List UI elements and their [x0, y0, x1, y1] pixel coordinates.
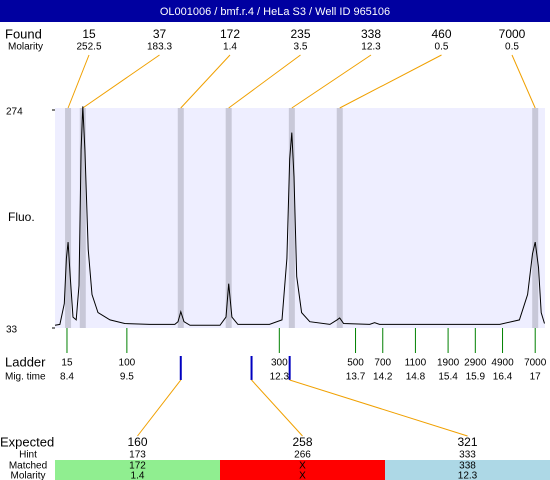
peak-band: [288, 108, 295, 328]
found-size: 172: [220, 27, 240, 41]
ladder-time: 12.3: [270, 372, 290, 383]
ladder-time: 13.7: [346, 372, 366, 383]
expected-value: 160: [127, 435, 147, 449]
found-size: 338: [361, 27, 381, 41]
found-label: Found: [5, 26, 42, 41]
header-bar: [0, 0, 550, 22]
ladder-size: 4900: [491, 358, 514, 369]
ladder-time: 17: [530, 372, 542, 383]
peak-connector: [339, 54, 442, 109]
header-title: OL001006 / bmf.r.4 / HeLa S3 / Well ID 9…: [160, 6, 390, 18]
peak-connector: [228, 54, 301, 109]
matched-cell: [55, 460, 220, 480]
ladder-size: 100: [119, 358, 136, 369]
molarity-label: Molarity: [10, 471, 45, 480]
found-molarity: 0.5: [505, 42, 519, 53]
molarity-value: 1.4: [131, 471, 145, 480]
ladder-size: 300: [271, 358, 288, 369]
peak-connector: [291, 54, 372, 109]
ladder-time: 14.8: [406, 372, 426, 383]
ladder-size: 500: [347, 358, 364, 369]
expected-value: 258: [292, 435, 312, 449]
ladder-size: 1900: [437, 358, 460, 369]
ladder-size: 7000: [524, 358, 547, 369]
peak-band: [177, 108, 184, 328]
hint-label: Hint: [19, 450, 37, 461]
found-sublabel: Molarity: [8, 42, 43, 53]
matched-value: 338: [459, 461, 476, 472]
ladder-time: 9.5: [120, 372, 134, 383]
y-label: Fluo.: [8, 210, 35, 224]
peak-band: [65, 108, 72, 328]
found-molarity: 252.5: [76, 42, 101, 53]
peak-band: [336, 108, 343, 328]
found-molarity: 1.4: [223, 42, 237, 53]
ladder-time: 15.4: [438, 372, 458, 383]
ladder-label: Ladder: [5, 354, 46, 369]
matched-cell: [220, 460, 385, 480]
ladder-sublabel: Mig. time: [5, 372, 46, 383]
molarity-value: 12.3: [458, 471, 478, 480]
matched-value: X: [299, 461, 306, 472]
ladder-time: 16.4: [493, 372, 513, 383]
molarity-value: X: [299, 471, 306, 480]
matched-cell: [385, 460, 550, 480]
peak-band: [79, 108, 86, 328]
hint-value: 333: [459, 450, 476, 461]
ladder-size: 1100: [405, 358, 427, 369]
found-size: 235: [290, 27, 310, 41]
peak-band: [532, 108, 539, 328]
peak-connector: [511, 54, 536, 109]
peak-band: [225, 108, 232, 328]
peak-connector: [180, 54, 231, 109]
ladder-size: 700: [374, 358, 391, 369]
ladder-size: 2900: [464, 358, 487, 369]
hint-value: 173: [129, 450, 146, 461]
found-size: 7000: [499, 27, 526, 41]
found-size: 15: [82, 27, 96, 41]
peak-connector: [82, 54, 160, 109]
matched-label: Matched: [9, 461, 47, 472]
expected-connector: [137, 379, 182, 437]
expected-value: 321: [457, 435, 477, 449]
found-molarity: 183.3: [147, 42, 172, 53]
ladder-time: 8.4: [60, 372, 74, 383]
y-tick-label: 33: [6, 325, 18, 336]
found-molarity: 12.3: [361, 42, 381, 53]
trace: [54, 106, 545, 326]
ladder-time: 14.2: [373, 372, 393, 383]
expected-label: Expected: [0, 434, 54, 449]
y-tick-label: 274: [6, 107, 23, 118]
found-molarity: 0.5: [435, 42, 449, 53]
expected-connector: [251, 379, 303, 437]
hint-value: 266: [294, 450, 311, 461]
ladder-size: 15: [61, 358, 73, 369]
found-size: 37: [153, 27, 167, 41]
found-size: 460: [431, 27, 451, 41]
ladder-time: 15.9: [466, 372, 486, 383]
peak-connector: [67, 54, 90, 109]
plot-area: [55, 108, 545, 328]
matched-value: 172: [129, 461, 146, 472]
expected-connector: [289, 379, 468, 437]
found-molarity: 3.5: [294, 42, 308, 53]
